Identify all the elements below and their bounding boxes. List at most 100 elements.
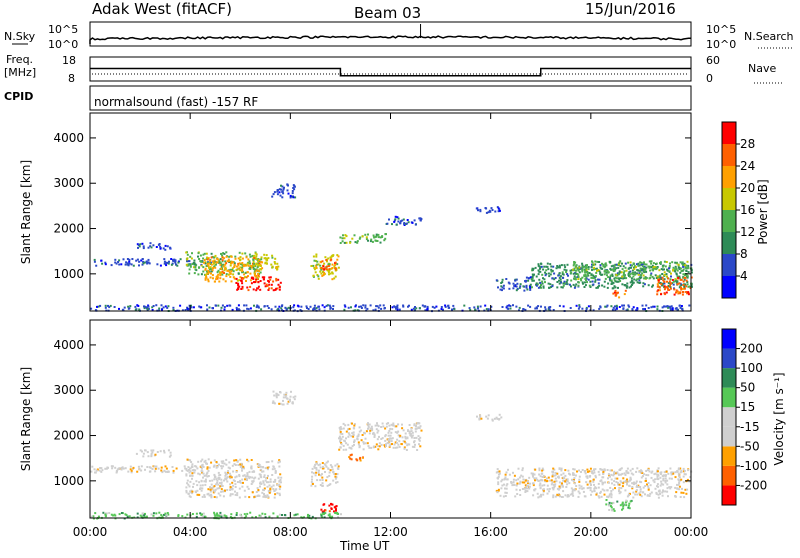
velocity-cell	[670, 473, 673, 476]
power-cell	[516, 288, 519, 290]
power-cell	[147, 261, 150, 264]
velocity-cell	[141, 450, 143, 453]
velocity-cell	[165, 467, 168, 470]
velocity-cell	[196, 493, 199, 496]
power-cell	[315, 307, 318, 310]
velocity-cell	[391, 428, 394, 431]
power-cell	[244, 272, 247, 274]
velocity-cell	[311, 515, 314, 518]
power-cell	[656, 290, 659, 293]
velocity-cell	[278, 402, 281, 405]
power-cell	[252, 260, 255, 263]
velocity-cell	[104, 513, 107, 516]
power-cell	[317, 263, 320, 266]
power-cell	[663, 282, 666, 285]
velocity-cell	[260, 515, 262, 518]
velocity-cell	[653, 481, 656, 484]
velocity-cell	[407, 430, 409, 432]
power-cell	[192, 306, 195, 309]
power-cell	[142, 245, 145, 248]
velocity-cell	[622, 477, 625, 480]
power-cell	[172, 259, 175, 262]
power-cell	[575, 283, 578, 286]
power-cell	[668, 305, 671, 308]
velocity-cell	[549, 479, 552, 482]
velocity-cell	[540, 493, 542, 496]
power-cell	[235, 269, 238, 271]
power-cell	[104, 304, 107, 307]
velocity-cell	[657, 496, 660, 499]
power-cell	[209, 266, 212, 269]
velocity-cell	[663, 471, 666, 474]
power-cell	[168, 260, 170, 263]
power-cell	[239, 256, 242, 259]
power-cell	[254, 265, 257, 268]
power-cell	[687, 271, 690, 274]
velocity-cell	[263, 483, 266, 486]
velocity-cell	[540, 472, 543, 475]
power-cell	[204, 278, 207, 281]
velocity-cell	[314, 474, 317, 477]
power-cell	[200, 306, 203, 309]
frequency-panel: Freq. [MHz] 18 8 60 0 Nave	[4, 53, 782, 85]
power-cell	[278, 286, 281, 289]
velocity-cell	[224, 477, 227, 480]
velocity-cell	[230, 488, 233, 491]
power-cell	[589, 280, 592, 283]
power-cell	[614, 308, 617, 311]
velocity-cell	[545, 477, 548, 480]
velocity-cell	[273, 490, 276, 492]
power-cell	[249, 272, 252, 275]
power-cell	[100, 259, 103, 262]
velocity-cell	[321, 476, 324, 479]
power-cell	[598, 307, 601, 310]
velocity-cell	[591, 490, 594, 493]
velocity-cell	[567, 469, 570, 472]
power-cell	[562, 276, 565, 279]
power-cell	[375, 305, 378, 308]
power-cell	[253, 281, 255, 284]
velocity-cell	[590, 484, 592, 486]
velocity-cell	[526, 482, 529, 484]
velocity-cell	[556, 493, 559, 496]
velocity-cell	[394, 441, 397, 444]
velocity-cell	[187, 483, 190, 486]
velocity-cell	[315, 467, 318, 469]
power-cell	[216, 276, 219, 279]
power-cell	[615, 307, 618, 310]
power-cell	[690, 271, 693, 274]
freq-label-line2: [MHz]	[4, 66, 36, 79]
power-cell	[269, 276, 272, 279]
power-cell	[291, 190, 294, 192]
velocity-cell	[589, 475, 592, 477]
velocity-cell	[207, 488, 210, 491]
power-cell	[632, 281, 635, 284]
velocity-cell	[275, 394, 278, 397]
velocity-cell	[341, 433, 344, 435]
velocity-cell	[607, 481, 610, 484]
power-cell	[541, 282, 544, 285]
velocity-cell	[554, 471, 557, 474]
velocity-cell	[334, 475, 337, 478]
power-cell	[567, 274, 569, 277]
velocity-cell	[373, 436, 376, 438]
power-cell	[620, 271, 623, 274]
velocity-cell	[219, 511, 222, 514]
velocity-cell	[572, 494, 575, 497]
velocity-cell	[144, 468, 146, 471]
velocity-cell	[327, 467, 330, 470]
power-cell	[537, 305, 540, 308]
power-cell	[661, 273, 664, 275]
power-cell	[186, 253, 189, 256]
velocity-cell	[589, 486, 592, 489]
velocity-cell	[296, 513, 299, 516]
velocity-cell	[387, 431, 390, 434]
velocity-cell	[201, 471, 203, 474]
power-cell	[687, 285, 690, 288]
velocity-cell	[319, 484, 322, 486]
power-cell	[622, 274, 625, 276]
power-cell	[344, 234, 347, 237]
power-cell	[96, 305, 98, 308]
velocity-cell	[677, 472, 680, 475]
power-cell	[606, 270, 609, 273]
